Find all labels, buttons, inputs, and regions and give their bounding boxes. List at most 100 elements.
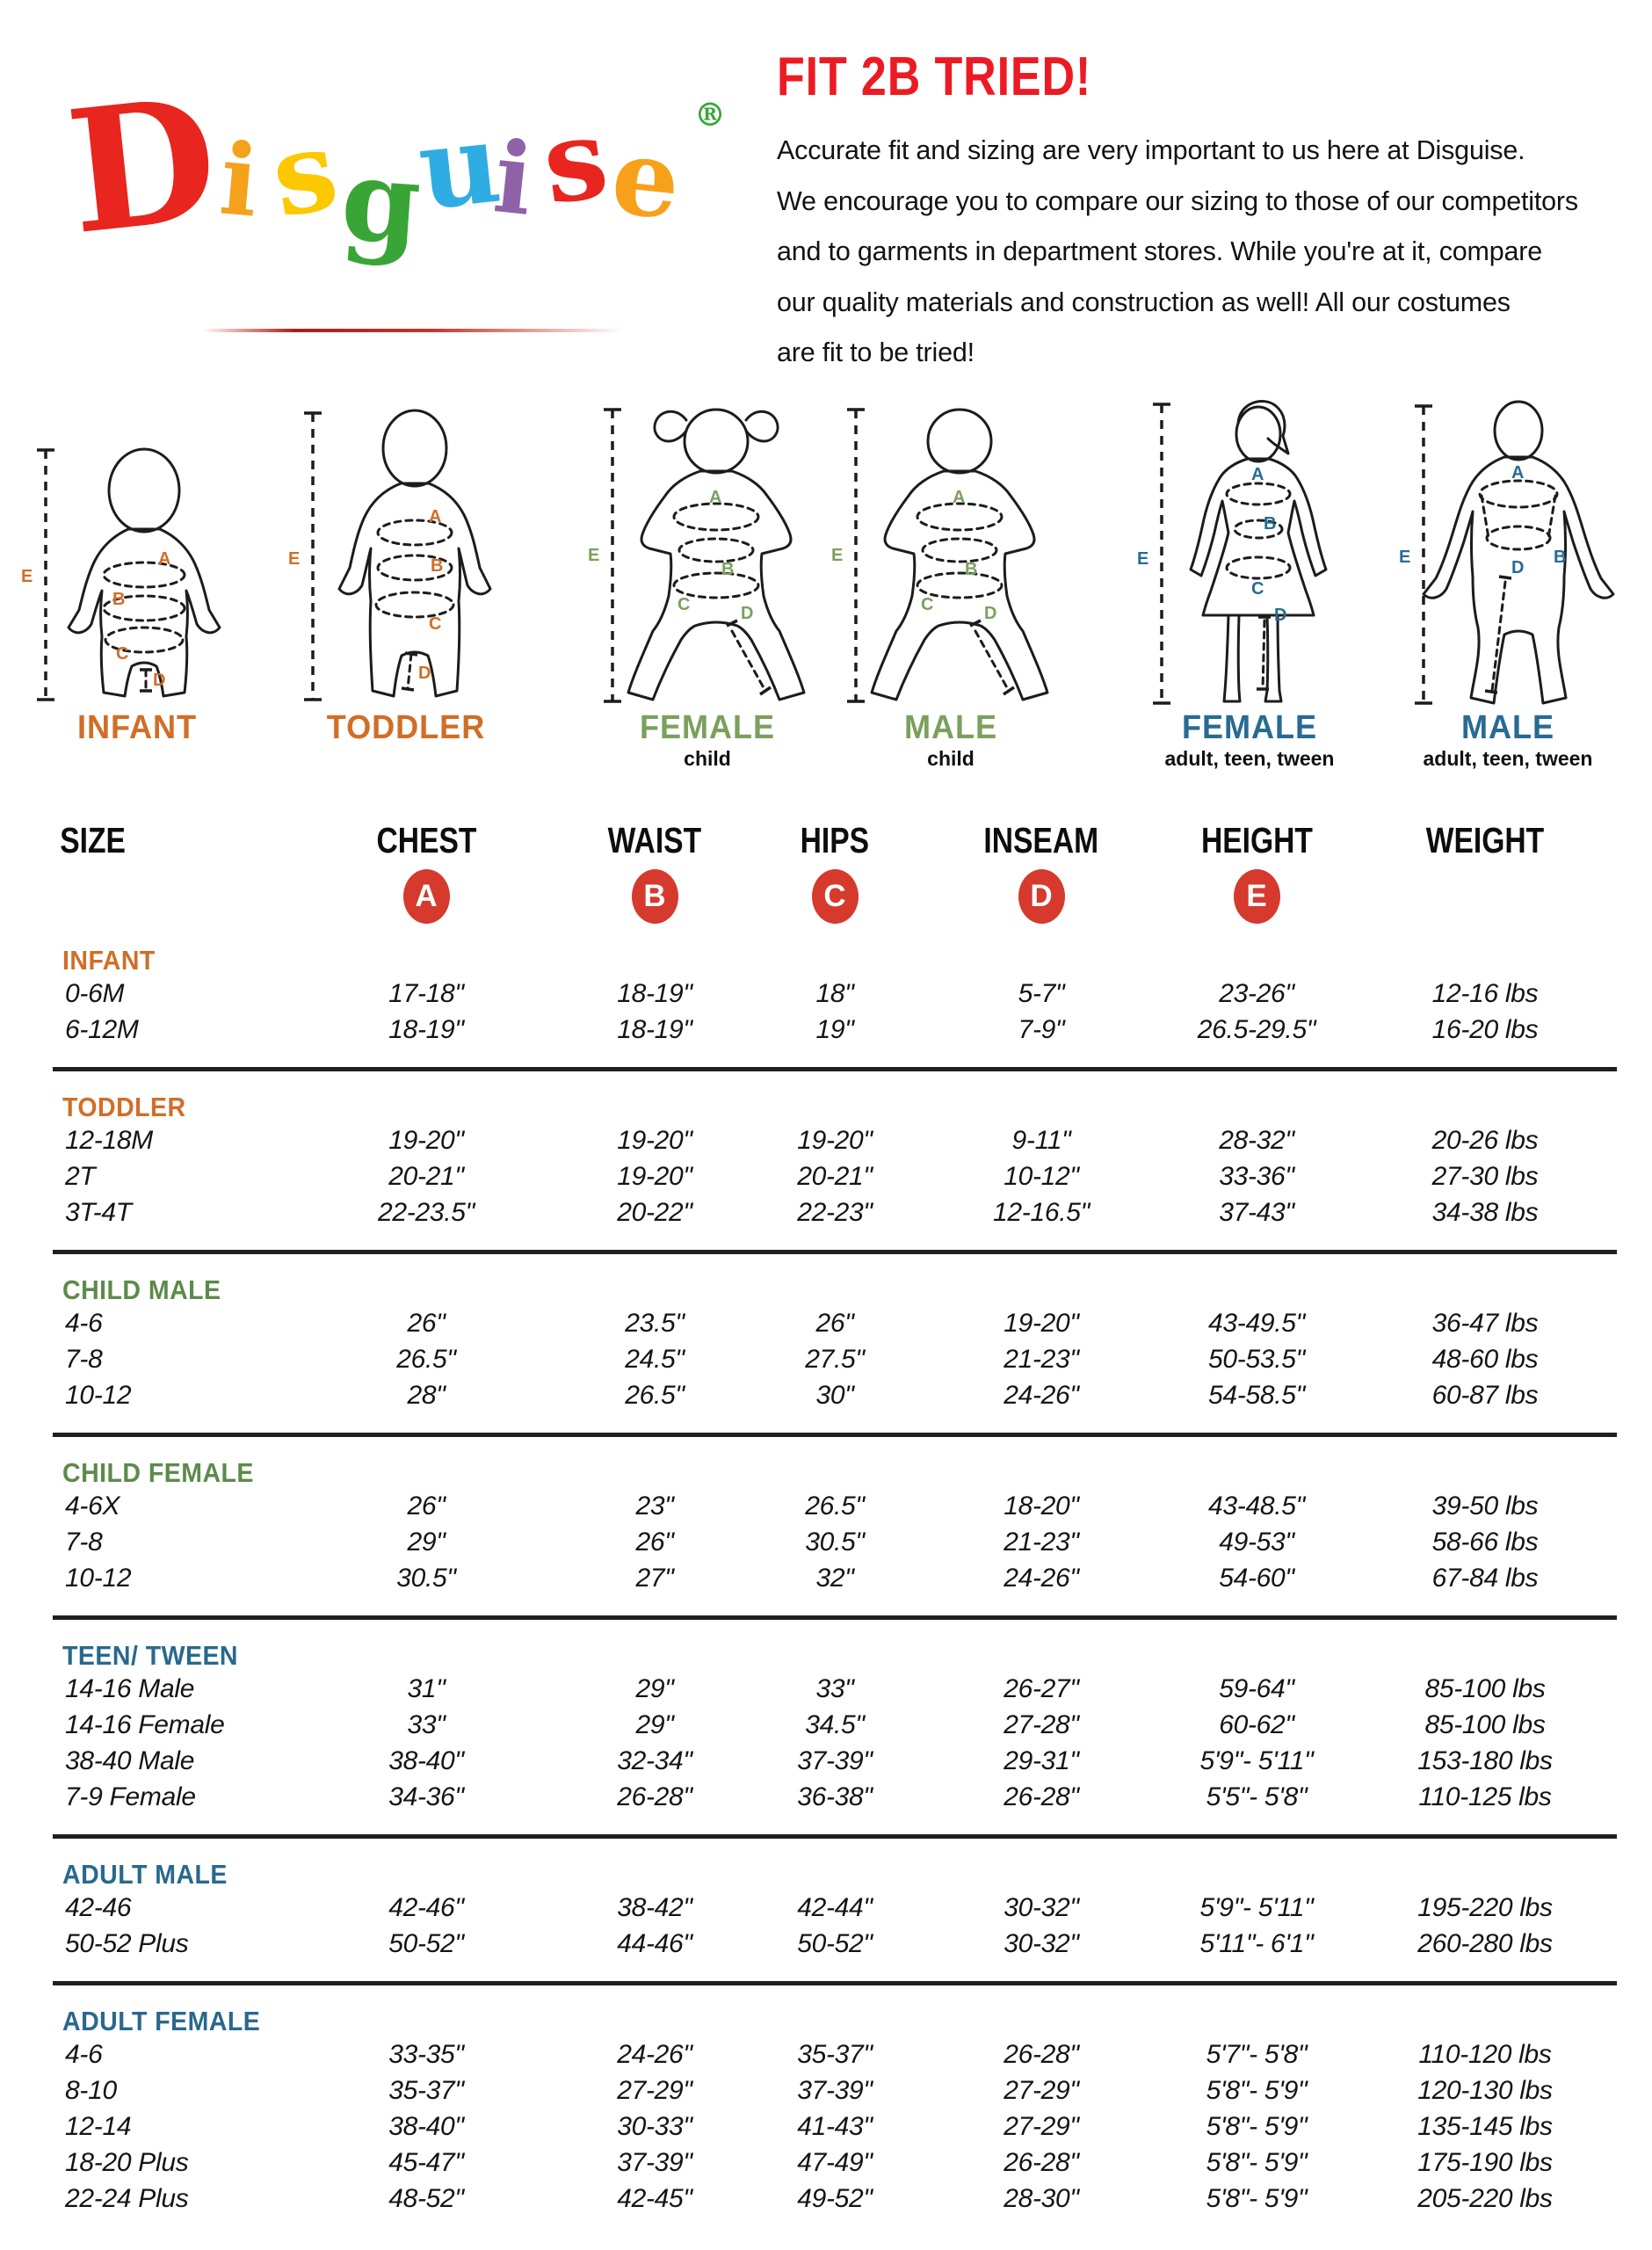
column-header-inseam: INSEAM xyxy=(983,820,1099,860)
measure-badge-row: A B C D E xyxy=(53,868,1617,925)
figure-male-adult: A B D E MALE adult, teen, tween xyxy=(1385,396,1631,771)
cell-chest: 35-37" xyxy=(388,2075,464,2105)
column-header-weight: WEIGHT xyxy=(1425,820,1545,860)
cell-height: 5'9"- 5'11" xyxy=(1199,1746,1314,1775)
table-row: 7-8 26.5" 24.5" 27.5" 21-23" 50-53.5" 48-60 lb… xyxy=(53,1341,1617,1377)
table-row: 4-6X 26" 23" 26.5" 18-20" 43-48.5" 39-50 lbs xyxy=(53,1488,1617,1524)
cell-weight: 39-50 lbs xyxy=(1431,1491,1539,1521)
cell-waist: 44-46" xyxy=(617,1928,692,1958)
cell-height: 60-62" xyxy=(1219,1709,1294,1739)
row-size: 7-8 xyxy=(65,1344,103,1374)
cell-height: 5'8"- 5'9" xyxy=(1206,2111,1308,2141)
figure-label: FEMALE xyxy=(639,709,776,746)
cell-chest: 29" xyxy=(407,1527,446,1557)
badge-c: C xyxy=(811,869,859,924)
disguise-logo: D i s g u i s e ® xyxy=(60,61,726,334)
intro-line: and to garments in department stores. Wh… xyxy=(777,236,1542,266)
cell-inseam: 12-16.5" xyxy=(993,1197,1090,1227)
column-header-waist: WAIST xyxy=(607,820,702,860)
row-size: 3T-4T xyxy=(65,1197,132,1227)
row-size: 4-6 xyxy=(65,2039,103,2069)
cell-weight: 58-66 lbs xyxy=(1431,1527,1539,1557)
cell-chest: 18-19" xyxy=(388,1014,464,1044)
cell-hips: 35-37" xyxy=(797,2039,873,2069)
cell-inseam: 5-7" xyxy=(1018,978,1065,1008)
cell-hips: 26.5" xyxy=(805,1491,865,1521)
cell-weight: 153-180 lbs xyxy=(1417,1746,1553,1775)
figure-female-child: A B C D E FEMALE child xyxy=(584,396,830,771)
measure-letter-c: C xyxy=(429,614,441,634)
table-header-row: SIZE CHEST WAIST HIPS INSEAM HEIGHT WEIG… xyxy=(53,821,1617,860)
cell-hips: 34.5" xyxy=(805,1709,865,1739)
measure-letter-b: B xyxy=(1554,548,1566,567)
measure-letter-b: B xyxy=(431,556,443,576)
section-header-child-female: CHILD FEMALE xyxy=(62,1457,254,1488)
intro-paragraph: Accurate fit and sizing are very importa… xyxy=(777,126,1620,379)
section-header-child-male: CHILD MALE xyxy=(62,1274,221,1305)
cell-weight: 12-16 lbs xyxy=(1431,978,1539,1008)
cell-hips: 49-52" xyxy=(797,2183,873,2213)
cell-inseam: 26-27" xyxy=(1004,1673,1079,1703)
section-divider xyxy=(53,1067,1617,1071)
cell-waist: 32-34" xyxy=(617,1746,692,1775)
row-size: 8-10 xyxy=(65,2075,117,2105)
cell-waist: 23" xyxy=(635,1491,674,1521)
cell-chest: 17-18" xyxy=(388,978,464,1008)
figure-female-adult: A B C D E FEMALE adult, teen, tween xyxy=(1127,396,1373,771)
cell-chest: 45-47" xyxy=(388,2147,464,2177)
table-row: 22-24 Plus 48-52" 42-45" 49-52" 28-30" 5'8"- … xyxy=(53,2181,1617,2217)
section-divider xyxy=(53,1834,1617,1839)
row-size: 50-52 Plus xyxy=(65,1928,189,1958)
cell-chest: 31" xyxy=(407,1673,446,1703)
intro-line: Accurate fit and sizing are very importa… xyxy=(777,135,1525,165)
male-adult-illustration: A B D E xyxy=(1399,400,1615,705)
cell-inseam: 21-23" xyxy=(1004,1527,1079,1557)
toddler-illustration: A B C D E xyxy=(288,409,492,701)
intro-block: FIT 2B TRIED! Accurate fit and sizing ar… xyxy=(777,46,1620,379)
logo-letter: e xyxy=(605,113,686,244)
column-header-size: SIZE xyxy=(60,820,126,860)
cell-height: 54-60" xyxy=(1219,1563,1294,1593)
cell-hips: 37-39" xyxy=(797,2075,873,2105)
cell-chest: 34-36" xyxy=(388,1782,464,1811)
figure-infant: A B C D E INFANT xyxy=(14,396,260,747)
cell-chest: 38-40" xyxy=(388,1746,464,1775)
figure-male-child: A B C D E MALE child xyxy=(828,396,1074,771)
measure-letter-d: D xyxy=(984,604,996,623)
cell-waist: 23.5" xyxy=(625,1308,685,1338)
cell-inseam: 24-26" xyxy=(1004,1563,1079,1593)
cell-hips: 22-23" xyxy=(797,1197,873,1227)
cell-waist: 42-45" xyxy=(617,2183,692,2213)
measure-letter-d: D xyxy=(741,604,753,623)
badge-e: E xyxy=(1233,869,1280,924)
measure-letter-e: E xyxy=(288,549,300,569)
cell-height: 33-36" xyxy=(1219,1161,1294,1191)
measure-letter-c: C xyxy=(921,595,933,614)
row-size: 7-8 xyxy=(65,1527,103,1557)
cell-inseam: 19-20" xyxy=(1004,1308,1079,1338)
measure-letter-c: C xyxy=(116,644,128,664)
cell-chest: 30.5" xyxy=(396,1563,456,1593)
cell-weight: 135-145 lbs xyxy=(1417,2111,1553,2141)
measure-letter-c: C xyxy=(1251,579,1264,599)
cell-height: 54-58.5" xyxy=(1208,1380,1305,1410)
cell-inseam: 7-9" xyxy=(1018,1014,1065,1044)
cell-hips: 50-52" xyxy=(797,1928,873,1958)
table-row: 7-9 Female 34-36" 26-28" 36-38" 26-28" 5'5"- … xyxy=(53,1779,1617,1815)
logo-letter: s xyxy=(535,91,615,230)
measure-letter-e: E xyxy=(21,567,33,586)
cell-chest: 26" xyxy=(407,1308,446,1338)
cell-chest: 20-21" xyxy=(388,1161,464,1191)
badge-a: A xyxy=(402,869,450,924)
column-header-height: HEIGHT xyxy=(1200,820,1313,860)
cell-weight: 120-130 lbs xyxy=(1417,2075,1553,2105)
cell-height: 5'5"- 5'8" xyxy=(1206,1782,1308,1811)
cell-hips: 32" xyxy=(815,1563,854,1593)
cell-weight: 34-38 lbs xyxy=(1431,1197,1539,1227)
cell-height: 23-26" xyxy=(1219,978,1294,1008)
cell-inseam: 28-30" xyxy=(1004,2183,1079,2213)
table-row: 2T 20-21" 19-20" 20-21" 10-12" 33-36" 27-30 lb… xyxy=(53,1158,1617,1194)
row-size: 18-20 Plus xyxy=(65,2147,189,2177)
figure-sublabel: child xyxy=(684,747,731,770)
intro-line: our quality materials and construction a… xyxy=(777,287,1511,317)
